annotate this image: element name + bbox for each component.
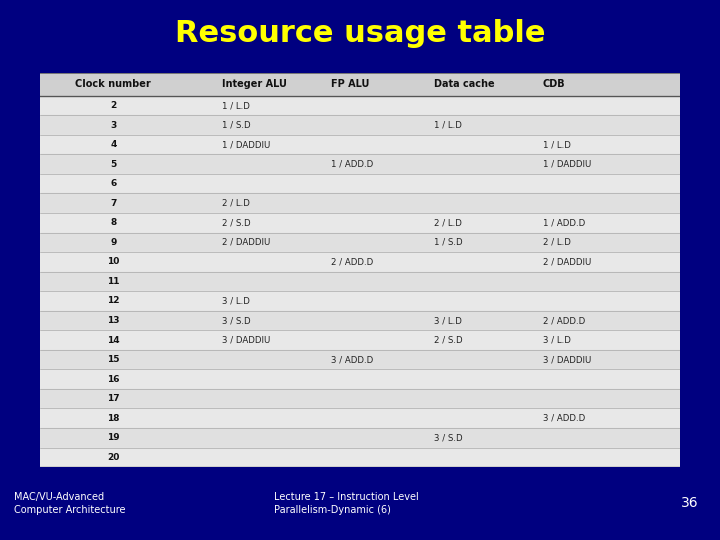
Text: 6: 6 bbox=[110, 179, 117, 188]
Text: Integer ALU: Integer ALU bbox=[222, 79, 287, 89]
Bar bbox=[40, 193, 680, 213]
Text: 13: 13 bbox=[107, 316, 120, 325]
Text: 2 / ADD.D: 2 / ADD.D bbox=[331, 258, 374, 266]
Text: 11: 11 bbox=[107, 277, 120, 286]
Bar bbox=[40, 73, 680, 96]
Text: 18: 18 bbox=[107, 414, 120, 423]
Bar bbox=[40, 116, 680, 135]
Bar bbox=[40, 291, 680, 310]
Text: 2 / DADDIU: 2 / DADDIU bbox=[222, 238, 271, 247]
Bar bbox=[40, 96, 680, 116]
Text: 3 / ADD.D: 3 / ADD.D bbox=[543, 414, 585, 423]
Text: 3 / L.D: 3 / L.D bbox=[222, 296, 250, 306]
Text: 2 / L.D: 2 / L.D bbox=[543, 238, 570, 247]
Text: 2 / ADD.D: 2 / ADD.D bbox=[543, 316, 585, 325]
Bar bbox=[40, 174, 680, 193]
Text: 4: 4 bbox=[110, 140, 117, 149]
Text: 3 / L.D: 3 / L.D bbox=[433, 316, 462, 325]
Text: 2 / S.D: 2 / S.D bbox=[433, 335, 462, 345]
Text: 16: 16 bbox=[107, 375, 120, 383]
Text: 5: 5 bbox=[110, 160, 117, 168]
Text: 15: 15 bbox=[107, 355, 120, 364]
Text: MAC/VU-Advanced
Computer Architecture: MAC/VU-Advanced Computer Architecture bbox=[14, 492, 126, 515]
Text: 3 / DADDIU: 3 / DADDIU bbox=[222, 335, 271, 345]
Text: 2 / DADDIU: 2 / DADDIU bbox=[543, 258, 591, 266]
Bar bbox=[40, 448, 680, 467]
Text: 8: 8 bbox=[110, 218, 117, 227]
Text: 7: 7 bbox=[110, 199, 117, 208]
Bar bbox=[40, 389, 680, 408]
Text: 1 / ADD.D: 1 / ADD.D bbox=[543, 218, 585, 227]
Bar bbox=[40, 408, 680, 428]
Text: 1 / L.D: 1 / L.D bbox=[222, 101, 250, 110]
Text: 3 / ADD.D: 3 / ADD.D bbox=[331, 355, 374, 364]
Text: 20: 20 bbox=[107, 453, 120, 462]
Text: Resource usage table: Resource usage table bbox=[175, 19, 545, 48]
Text: 1 / ADD.D: 1 / ADD.D bbox=[331, 160, 374, 168]
Bar bbox=[40, 350, 680, 369]
Text: 36: 36 bbox=[681, 496, 698, 510]
Text: 3 / DADDIU: 3 / DADDIU bbox=[543, 355, 591, 364]
Text: 10: 10 bbox=[107, 258, 120, 266]
Text: 2: 2 bbox=[110, 101, 117, 110]
Bar bbox=[40, 154, 680, 174]
Text: 2 / L.D: 2 / L.D bbox=[433, 218, 462, 227]
Text: 17: 17 bbox=[107, 394, 120, 403]
Text: 9: 9 bbox=[110, 238, 117, 247]
Text: 19: 19 bbox=[107, 433, 120, 442]
Bar bbox=[40, 252, 680, 272]
Text: CDB: CDB bbox=[543, 79, 565, 89]
Bar bbox=[40, 428, 680, 448]
Text: 1 / S.D: 1 / S.D bbox=[433, 238, 462, 247]
Text: Lecture 17 – Instruction Level
Parallelism-Dynamic (6): Lecture 17 – Instruction Level Paralleli… bbox=[274, 492, 418, 515]
Text: 1 / L.D: 1 / L.D bbox=[433, 120, 462, 130]
Bar bbox=[40, 369, 680, 389]
Text: 3 / S.D: 3 / S.D bbox=[433, 433, 462, 442]
Bar bbox=[40, 310, 680, 330]
Bar bbox=[40, 233, 680, 252]
Text: 2 / L.D: 2 / L.D bbox=[222, 199, 250, 208]
Bar bbox=[40, 213, 680, 233]
Text: Data cache: Data cache bbox=[433, 79, 495, 89]
Bar bbox=[40, 135, 680, 154]
Bar bbox=[40, 272, 680, 291]
Text: 1 / L.D: 1 / L.D bbox=[543, 140, 570, 149]
Text: 12: 12 bbox=[107, 296, 120, 306]
Text: 3 / S.D: 3 / S.D bbox=[222, 316, 251, 325]
Text: 1 / DADDIU: 1 / DADDIU bbox=[222, 140, 271, 149]
Text: 3: 3 bbox=[110, 120, 117, 130]
Text: 1 / S.D: 1 / S.D bbox=[222, 120, 251, 130]
Bar bbox=[40, 330, 680, 350]
Text: 14: 14 bbox=[107, 335, 120, 345]
Text: 1 / DADDIU: 1 / DADDIU bbox=[543, 160, 591, 168]
Text: FP ALU: FP ALU bbox=[331, 79, 369, 89]
Text: 2 / S.D: 2 / S.D bbox=[222, 218, 251, 227]
Text: 3 / L.D: 3 / L.D bbox=[543, 335, 570, 345]
Text: Clock number: Clock number bbox=[76, 79, 151, 89]
